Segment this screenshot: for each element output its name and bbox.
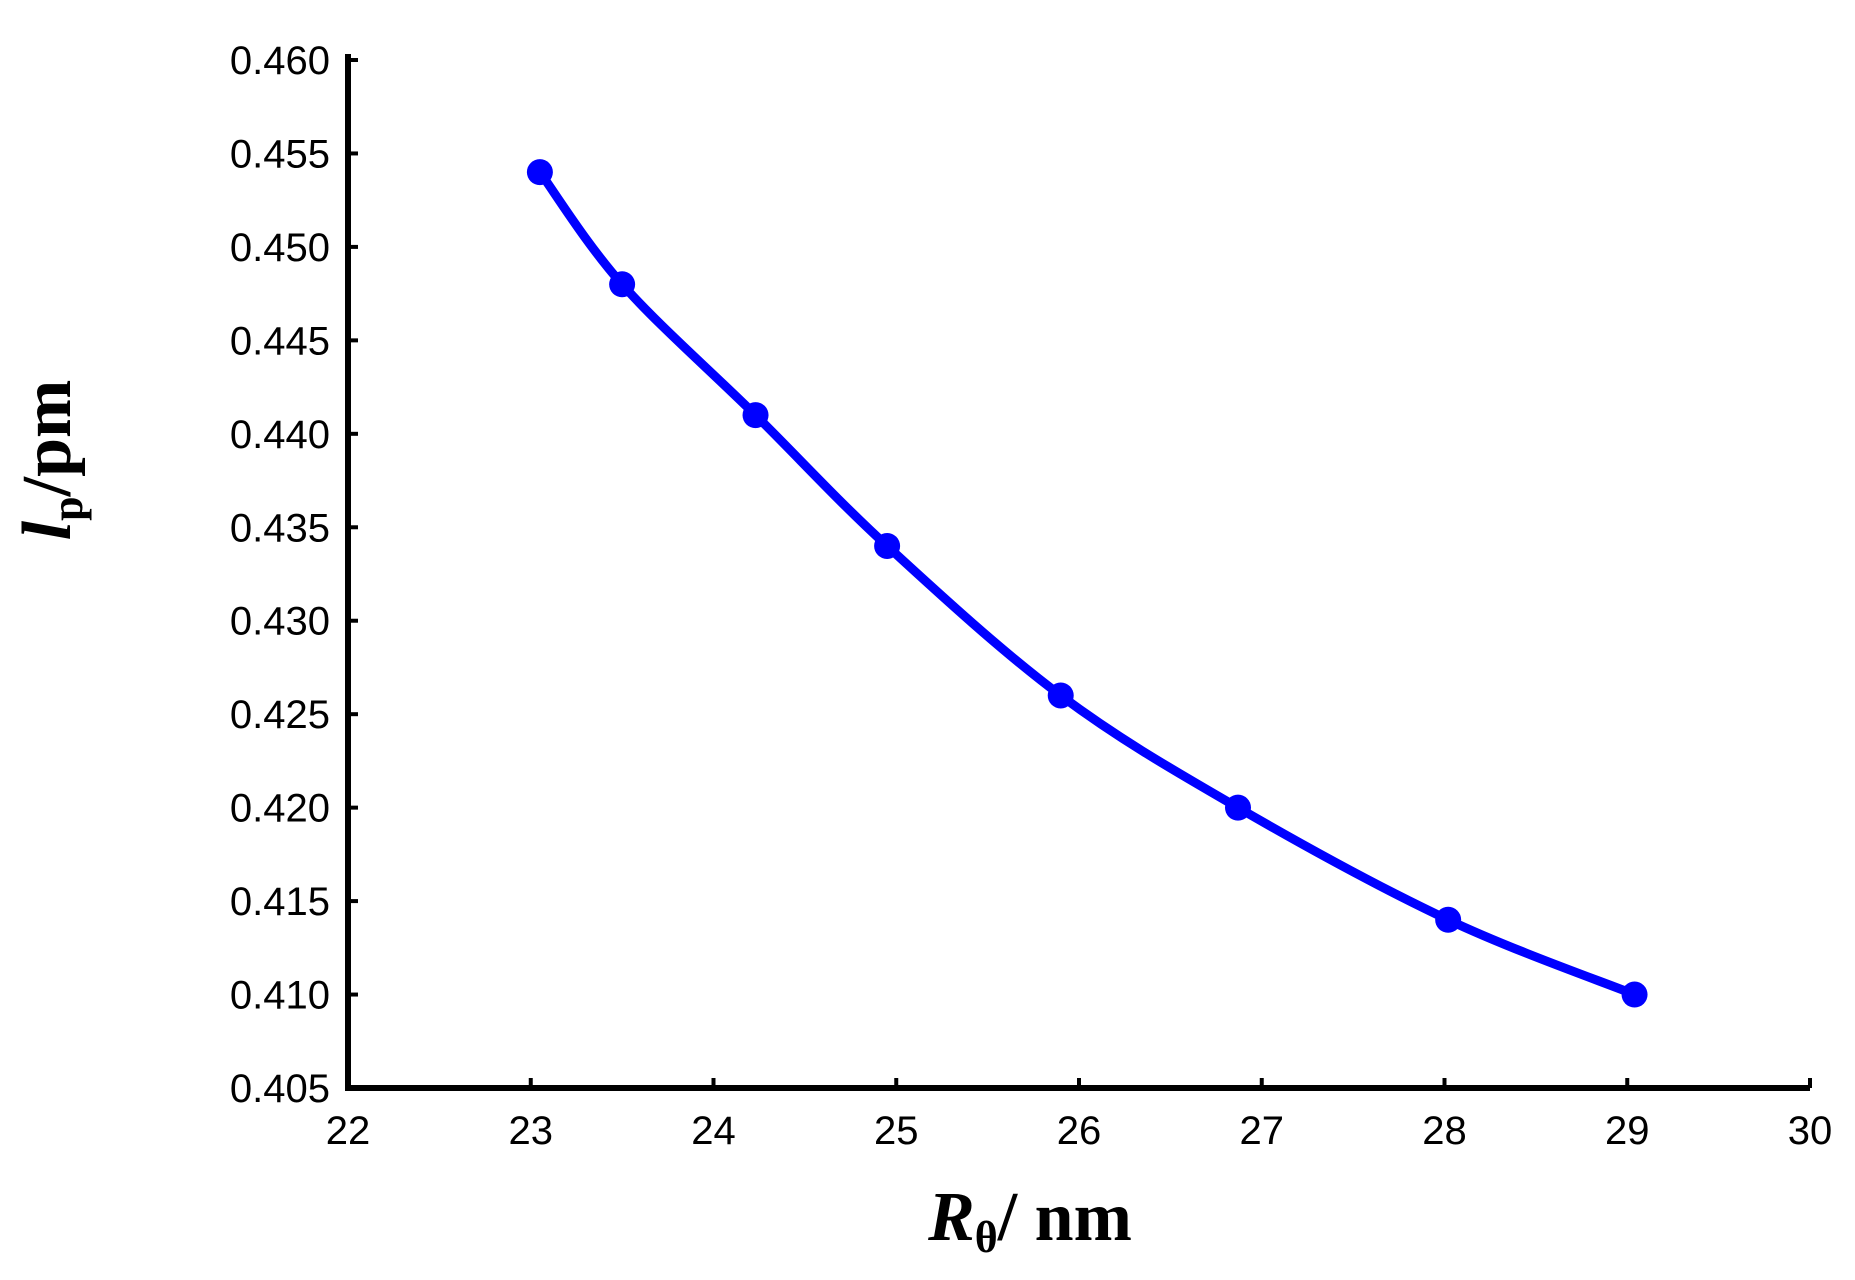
x-axis-label: Rθ/ nm	[927, 1179, 1132, 1262]
x-tick-label: 25	[874, 1109, 919, 1153]
data-point	[1435, 906, 1462, 933]
data-point	[1047, 682, 1074, 709]
y-tick-label: 0.455	[230, 132, 330, 176]
x-tick-label: 26	[1057, 1109, 1102, 1153]
x-axis-label-unit: / nm	[997, 1179, 1132, 1256]
series-line	[535, 167, 1640, 1000]
x-axis-label-sub: θ	[975, 1213, 998, 1262]
y-axis-label-main: l	[9, 520, 86, 540]
data-point	[742, 402, 769, 429]
y-axis-label-sub: p	[43, 496, 92, 520]
y-axis-label-unit: /pm	[9, 380, 86, 498]
y-tick-label: 0.445	[230, 319, 330, 363]
series-group	[526, 159, 1648, 1008]
y-tick-label: 0.410	[230, 974, 330, 1018]
x-tick-label: 28	[1422, 1109, 1467, 1153]
x-axis-label-main: R	[927, 1179, 975, 1256]
x-tick-label: 22	[326, 1109, 371, 1153]
y-tick-label: 0.425	[230, 693, 330, 737]
y-tick-label: 0.405	[230, 1067, 330, 1111]
y-tick-label: 0.435	[230, 506, 330, 550]
y-tick-label: 0.415	[230, 880, 330, 924]
data-point	[526, 159, 553, 186]
x-tick-label: 23	[509, 1109, 554, 1153]
x-tick-label: 24	[691, 1109, 736, 1153]
y-tick-label: 0.450	[230, 226, 330, 270]
y-tick-label: 0.440	[230, 413, 330, 457]
data-point	[874, 532, 901, 559]
data-point	[1224, 794, 1251, 821]
data-point	[1621, 981, 1648, 1008]
x-tick-label: 30	[1788, 1109, 1833, 1153]
y-axis-label: lp/pm	[9, 380, 92, 541]
x-tick-label: 27	[1240, 1109, 1285, 1153]
y-tick-label: 0.430	[230, 600, 330, 644]
x-tick-label: 29	[1605, 1109, 1650, 1153]
data-point	[609, 271, 636, 298]
x-ticks: 22 23 24 25 26 27 28 29 30	[326, 1078, 1833, 1153]
y-tick-label: 0.460	[230, 39, 330, 83]
y-tick-label: 0.420	[230, 787, 330, 831]
y-ticks: 0.405 0.410 0.415 0.420 0.425 0.430 0.435 0.440…	[230, 39, 358, 1111]
